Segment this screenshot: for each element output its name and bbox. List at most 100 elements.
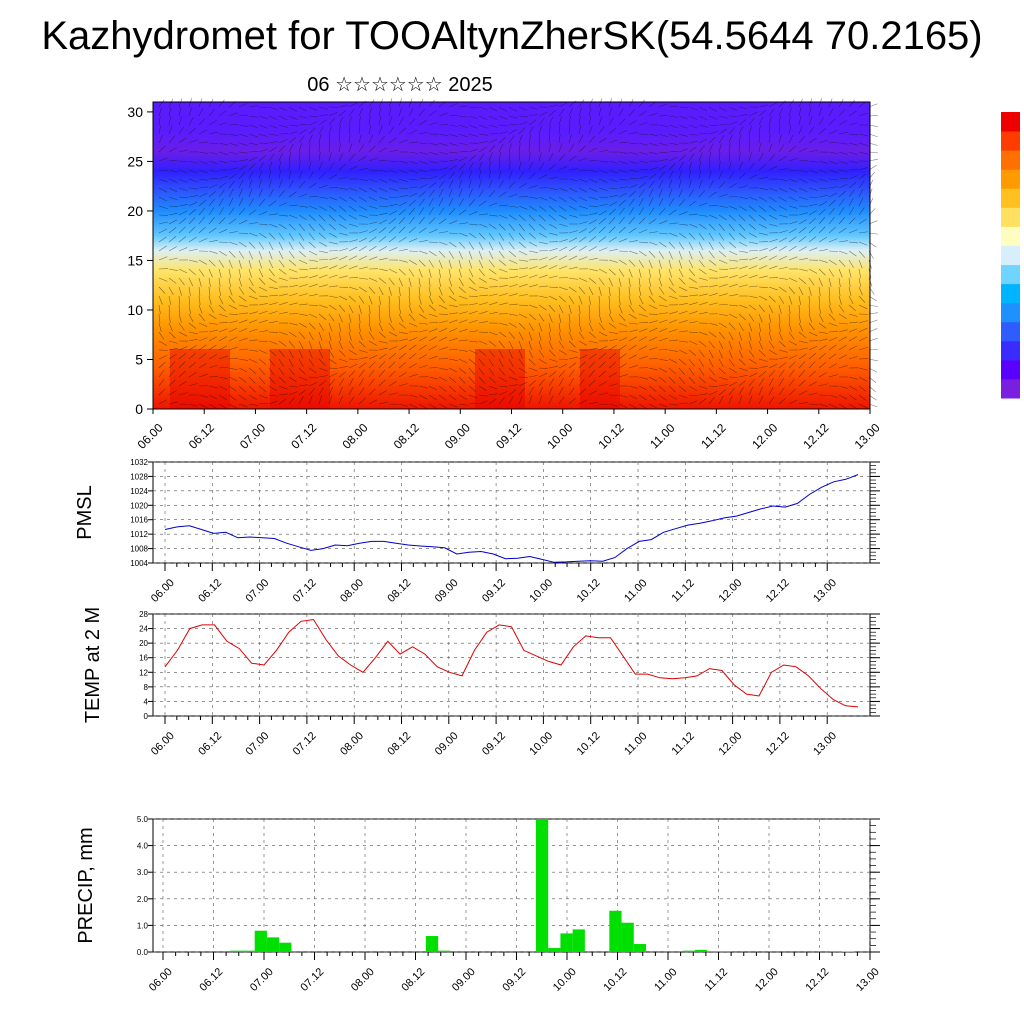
wind-barb	[668, 311, 678, 315]
wind-barb	[288, 396, 296, 405]
wind-barb	[298, 367, 306, 375]
wind-barb	[538, 349, 545, 358]
x-tick-label: 13.00	[811, 730, 839, 758]
wind-barb	[398, 139, 408, 144]
wind-barb	[178, 304, 181, 314]
wind-barb	[528, 205, 537, 211]
wind-barb	[398, 117, 404, 126]
wind-barb	[648, 197, 654, 207]
wind-barb	[558, 295, 566, 303]
wind-barb	[388, 381, 397, 387]
wind-barb	[798, 196, 808, 200]
wind-barb	[628, 169, 638, 172]
wind-barb	[578, 236, 587, 243]
wind-barb	[588, 196, 598, 200]
wind-barb	[758, 386, 763, 396]
wind-barb	[838, 132, 848, 135]
wind-barb	[308, 171, 314, 180]
wind-barb	[838, 240, 848, 243]
wind-barb	[718, 123, 728, 126]
wind-barb	[498, 124, 508, 127]
wind-barb	[178, 295, 181, 305]
series-line	[164, 474, 859, 563]
wind-barb	[338, 322, 342, 332]
wind-barb	[238, 250, 245, 259]
wind-barb	[478, 133, 488, 136]
wind-barb	[318, 367, 328, 372]
wind-barb	[348, 134, 351, 144]
wind-barb	[748, 257, 758, 261]
wind-barb	[298, 358, 304, 368]
y-tick-label: 8	[144, 683, 149, 692]
wind-barb	[758, 214, 767, 221]
colorbar-segment	[1001, 321, 1020, 342]
wind-barb	[688, 259, 694, 269]
wind-barb	[478, 268, 485, 277]
wind-barb	[678, 402, 688, 405]
wind-barb	[478, 124, 488, 129]
wind-barb	[588, 313, 591, 323]
wind-barb	[428, 295, 434, 305]
wind-barb	[508, 340, 514, 350]
wind-barb	[328, 117, 335, 126]
wind-barb	[378, 205, 389, 207]
wind-barb	[858, 188, 864, 198]
wind-barb	[638, 250, 647, 257]
wind-barb	[558, 277, 568, 279]
wind-barb	[668, 179, 673, 189]
wind-barb	[678, 223, 688, 226]
wind-barb	[678, 277, 686, 285]
wind-barb	[168, 369, 175, 378]
wind-barb	[268, 106, 278, 110]
wind-barb	[198, 186, 208, 189]
wind-barb	[798, 227, 807, 234]
wind-barb	[768, 246, 778, 252]
wind-barb	[588, 361, 596, 369]
wind-barb	[588, 390, 598, 396]
wind-barb	[308, 382, 318, 387]
wind-barb	[698, 250, 704, 260]
wind-barb	[788, 322, 792, 332]
wind-barb	[628, 160, 638, 164]
wind-barb	[258, 358, 267, 365]
wind-barb	[428, 268, 432, 278]
wind-barb	[768, 396, 775, 405]
wind-barb	[208, 160, 218, 164]
wind-barb	[558, 143, 563, 153]
wind-barb	[768, 255, 778, 261]
wind-barb	[318, 119, 327, 126]
wind-barb	[608, 383, 618, 387]
wind-barb	[588, 353, 597, 360]
wind-barb	[488, 340, 497, 347]
wind-barb	[268, 124, 278, 129]
wind-barb	[558, 102, 568, 108]
wind-barb	[438, 268, 441, 278]
wind-barb	[798, 178, 808, 183]
wind-barb	[548, 265, 558, 270]
wind-barb	[848, 259, 854, 268]
wind-barb	[688, 250, 693, 260]
wind-barb	[288, 340, 295, 349]
wind-barb	[778, 245, 787, 252]
wind-barb	[798, 304, 800, 314]
wind-barb	[388, 107, 392, 117]
wind-barb	[608, 107, 613, 117]
wind-barb	[498, 385, 508, 388]
wind-barb	[208, 131, 218, 135]
wind-barb	[418, 286, 421, 296]
wind-barb	[178, 370, 186, 378]
wind-barb	[668, 209, 677, 216]
wind-barb	[618, 216, 625, 225]
wind-barb	[438, 207, 445, 216]
wind-barb	[248, 328, 258, 333]
wind-barb	[598, 210, 608, 216]
wind-barb	[598, 126, 605, 135]
wind-barb	[458, 376, 466, 384]
wind-barb	[358, 125, 361, 135]
wind-barb	[208, 344, 217, 351]
wind-barb	[808, 247, 818, 252]
wind-barb	[738, 250, 748, 253]
wind-barb	[778, 168, 788, 171]
wind-barb	[658, 394, 667, 401]
wind-barb	[198, 322, 208, 327]
